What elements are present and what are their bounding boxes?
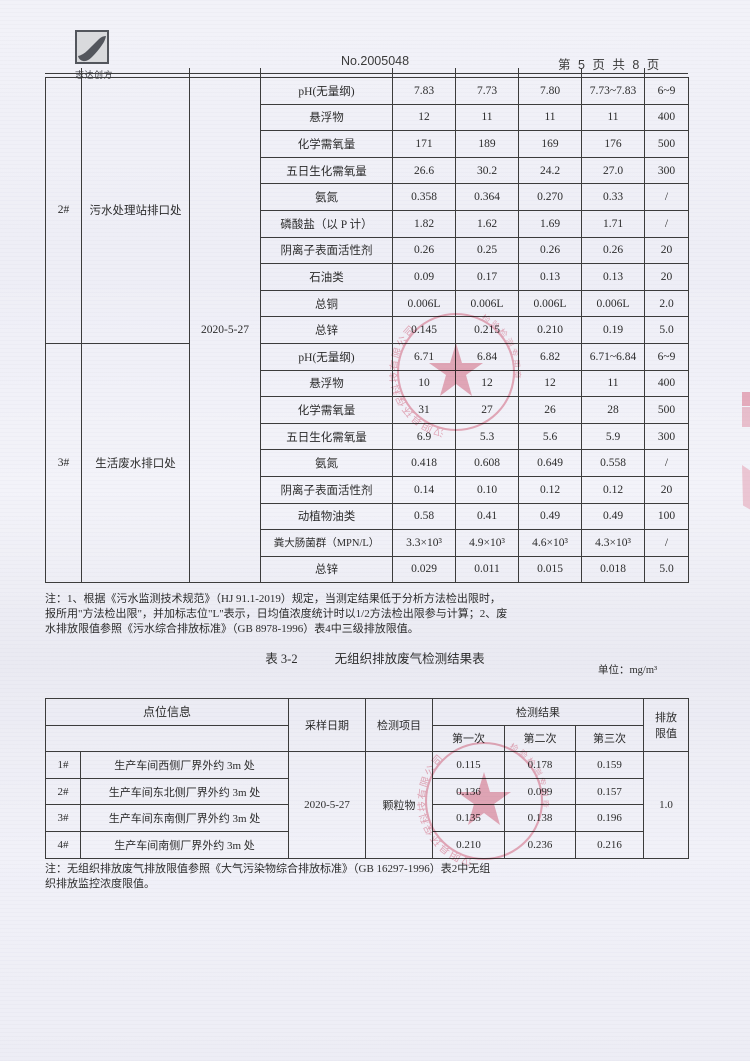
svg-text:检验检测专用章: 检验检测专用章 xyxy=(480,312,523,382)
svg-text:汉阴县环保科技有限公司: 汉阴县环保科技有限公司 xyxy=(387,323,446,439)
svg-text:汉阴县环保科技有限公司: 汉阴县环保科技有限公司 xyxy=(415,752,474,868)
svg-text:检验检测专用章: 检验检测专用章 xyxy=(508,741,551,811)
